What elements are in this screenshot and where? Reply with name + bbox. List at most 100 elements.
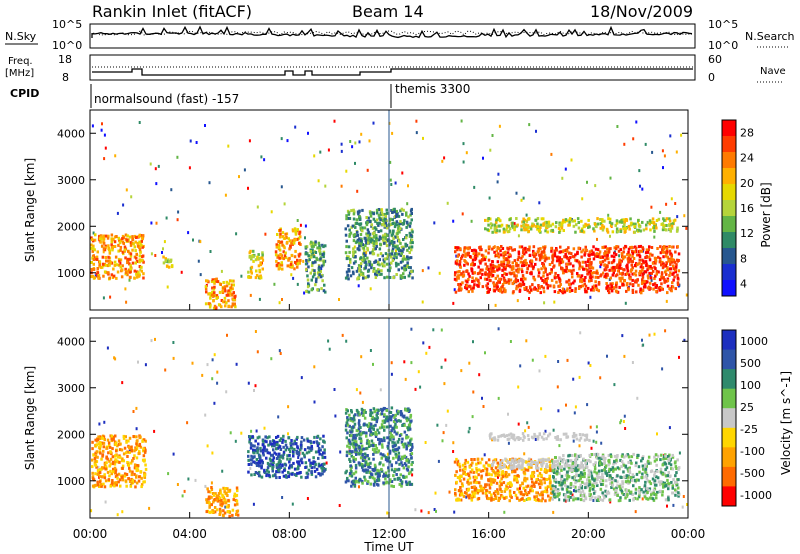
power-echo-cell: [278, 301, 281, 305]
velocity-echo-cell: [515, 467, 519, 471]
power-echo-cell: [357, 264, 361, 268]
power-echo-cell: [379, 229, 383, 233]
power-echo-cell: [502, 251, 505, 255]
velocity-echo-cell: [346, 423, 350, 427]
velocity-echo-cell: [358, 419, 361, 423]
velocity-echo-cell: [529, 489, 532, 493]
power-echo-cell: [619, 272, 622, 276]
velocity-echo-cell: [538, 493, 542, 497]
velocity-echo-cell: [501, 495, 504, 499]
power-echo-cell: [457, 274, 460, 278]
power-echo-cell: [672, 271, 675, 275]
power-echo-cell: [634, 246, 638, 250]
power-echo-cell: [648, 219, 652, 223]
velocity-echo-cell: [316, 444, 320, 448]
power-echo-cell: [646, 280, 649, 284]
velocity-echo-cell: [97, 442, 101, 446]
power-echo-cell: [466, 269, 469, 273]
power-echo-cell: [633, 225, 636, 228]
power-echo-cell: [233, 295, 236, 299]
velocity-echo-cell: [392, 445, 395, 449]
power-echo-cell: [99, 240, 102, 244]
velocity-echo-cell: [275, 470, 278, 474]
velocity-echo-cell: [547, 494, 550, 498]
power-echo-cell: [655, 289, 658, 293]
power-echo-cell: [455, 259, 459, 263]
velocity-echo-cell: [394, 448, 397, 452]
power-echo-cell: [102, 247, 106, 251]
power-echo-cell: [258, 268, 261, 272]
velocity-echo-cell: [369, 408, 372, 412]
power-echo-cell: [349, 231, 353, 235]
power-echo-cell: [558, 223, 561, 227]
power-echo-cell: [389, 266, 392, 270]
power-echo-cell: [395, 220, 399, 224]
power-echo-cell: [610, 254, 614, 258]
velocity-echo-cell: [523, 471, 526, 475]
velocity-echo-cell: [365, 423, 368, 427]
power-echo-cell: [92, 246, 95, 250]
velocity-echo-cell: [383, 413, 386, 417]
power-echo-cell: [527, 264, 531, 268]
power-echo-cell: [126, 273, 129, 277]
velocity-echo-cell: [499, 480, 502, 484]
power-echo-cell: [311, 248, 314, 252]
power-echo-cell: [668, 260, 671, 263]
velocity-echo-cell: [500, 493, 503, 497]
power-echo-cell: [400, 245, 404, 249]
velocity-echo-cell: [424, 441, 427, 444]
power-echo-cell: [654, 285, 658, 289]
velocity-echo-cell: [205, 500, 209, 504]
power-echo-cell: [362, 276, 365, 280]
power-echo-cell: [466, 262, 469, 266]
power-echo-cell: [259, 261, 262, 265]
velocity-echo-cell: [358, 452, 361, 456]
power-echo-cell: [261, 267, 264, 271]
velocity-echo-cell: [394, 413, 397, 417]
velocity-echo-cell: [386, 446, 390, 450]
power-echo-cell: [530, 264, 533, 268]
power-echo-cell: [129, 264, 132, 268]
power-echo-cell: [613, 255, 616, 259]
power-echo-cell: [512, 271, 516, 275]
power-echo-cell: [638, 255, 642, 259]
velocity-echo-cell: [301, 451, 305, 455]
power-echo-cell: [406, 255, 409, 259]
power-echo-cell: [296, 237, 299, 241]
velocity-echo-cell: [487, 463, 490, 467]
power-echo-cell: [645, 264, 648, 268]
power-echo-cell: [389, 217, 392, 221]
velocity-echo-cell: [462, 477, 466, 481]
velocity-echo-cell: [111, 479, 114, 482]
power-echo-cell: [372, 217, 376, 221]
velocity-echo-cell: [355, 433, 359, 437]
power-echo-cell: [653, 226, 656, 230]
velocity-echo-cell: [345, 478, 349, 482]
power-echo-cell: [546, 286, 549, 290]
velocity-echo-cell: [215, 496, 218, 500]
velocity-echo-cell: [142, 454, 146, 458]
velocity-echo-cell: [371, 415, 374, 419]
power-echo-cell: [498, 280, 501, 284]
velocity-echo-cell: [399, 478, 402, 482]
power-echo-cell: [311, 275, 315, 279]
velocity-echo-cell: [380, 423, 384, 427]
power-echo-cell: [657, 255, 660, 259]
velocity-echo-cell: [306, 437, 309, 441]
power-echo-cell: [365, 263, 368, 267]
velocity-echo-cell: [98, 437, 102, 440]
power-echo-cell: [646, 220, 649, 224]
velocity-echo-cell: [490, 498, 493, 502]
velocity-echo-cell: [414, 387, 417, 391]
velocity-echo-cell: [172, 341, 175, 344]
power-echo-cell: [327, 148, 330, 152]
velocity-echo-cell: [117, 439, 121, 443]
velocity-echo-cell: [128, 480, 132, 483]
power-echo-cell: [535, 129, 537, 133]
velocity-echo-cell: [363, 475, 366, 479]
velocity-echo-cell: [533, 495, 536, 499]
velocity-echo-cell: [483, 467, 487, 470]
velocity-echo-cell: [287, 432, 289, 436]
power-echo-cell: [358, 266, 361, 270]
power-echo-cell: [664, 270, 667, 274]
